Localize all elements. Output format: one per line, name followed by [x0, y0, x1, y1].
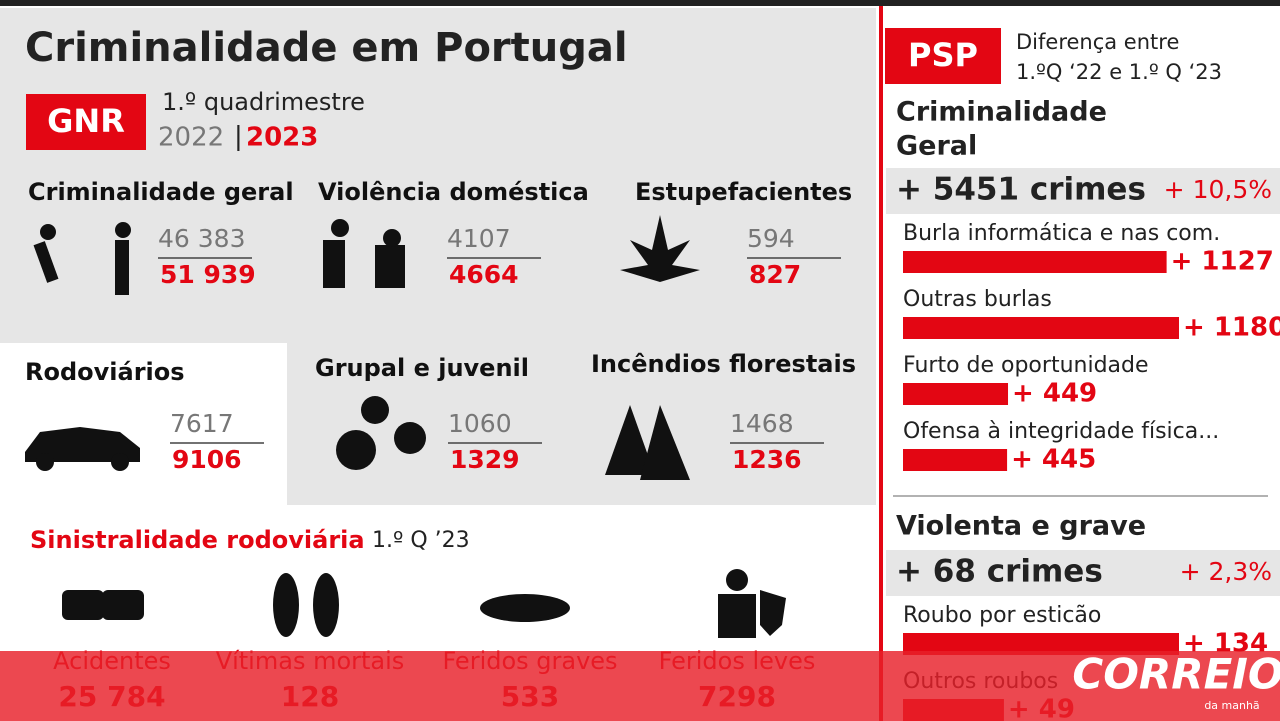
item-label: Outras burlas: [903, 287, 1052, 312]
bar-label: + 1180: [1183, 313, 1280, 343]
pct: + 10,5%: [1164, 175, 1272, 204]
gnr-badge: [26, 94, 146, 150]
top-rule: [0, 0, 1280, 6]
prev-value: 1060: [448, 409, 512, 438]
pct: + 2,3%: [1180, 557, 1272, 586]
curr-value: 9106: [172, 445, 242, 474]
section-title: Criminalidade: [896, 97, 1107, 128]
curr-value: 827: [749, 260, 801, 289]
section-title: Violenta e grave: [896, 511, 1146, 542]
total-row: [886, 168, 1280, 214]
bar: [903, 383, 1009, 405]
total: + 68 crimes: [896, 554, 1103, 590]
separator: |: [234, 122, 243, 152]
year-curr: 2023: [246, 123, 318, 153]
bar-label: + 445: [1011, 445, 1096, 475]
item-label: Criminalidade geral: [28, 178, 294, 206]
road-title: Sinistralidade rodoviária: [30, 526, 365, 554]
curr-value: 1236: [732, 445, 802, 474]
bar: [903, 449, 1008, 471]
bar: [903, 633, 1179, 655]
item-label: Roubo por esticão: [903, 603, 1101, 628]
prev-value: 594: [747, 224, 795, 253]
road-period: 1.º Q ’23: [372, 528, 470, 553]
year-prev: 2022: [158, 123, 224, 153]
prev-value: 7617: [170, 409, 234, 438]
title: Criminalidade em Portugal: [25, 25, 628, 71]
total-row: [886, 550, 1280, 596]
bar: [903, 251, 1167, 273]
prev-value: 1468: [730, 409, 794, 438]
item-label: Ofensa à integridade física...: [903, 419, 1219, 444]
item-label: Violência doméstica: [318, 178, 589, 206]
highlight-box: [0, 343, 287, 505]
item-label: Incêndios florestais: [591, 350, 856, 378]
psp-note: Diferença entre: [1016, 30, 1179, 54]
curr-value: 4664: [449, 260, 519, 289]
item-label: Estupefacientes: [635, 178, 852, 206]
gnr-badge-text: GNR: [47, 102, 125, 140]
total: + 5451 crimes: [896, 172, 1146, 208]
item-label: Grupal e juvenil: [315, 354, 529, 382]
bar-label: + 449: [1012, 379, 1097, 409]
curr-value: 1329: [450, 445, 520, 474]
logo: CORREIO: [1072, 650, 1280, 699]
prev-value: 4107: [447, 224, 511, 253]
section-title: Geral: [896, 131, 977, 162]
item-label: Furto de oportunidade: [903, 353, 1149, 378]
psp-note: 1.ºQ ‘22 e 1.º Q ‘23: [1016, 60, 1222, 84]
psp-badge: [885, 28, 1001, 84]
bar: [903, 317, 1179, 339]
bar-label: + 1127: [1171, 247, 1274, 277]
icons: [25, 215, 786, 638]
curr-value: 51 939: [160, 260, 256, 289]
divider: [879, 6, 883, 721]
banner: [0, 651, 1280, 721]
logo-sub: da manhã: [1204, 699, 1259, 712]
item-label: Rodoviários: [25, 358, 185, 386]
item-label: Burla informática e nas com.: [903, 221, 1220, 246]
prev-value: 46 383: [158, 224, 245, 253]
psp-badge-text: PSP: [908, 36, 978, 74]
period: 1.º quadrimestre: [162, 88, 365, 116]
